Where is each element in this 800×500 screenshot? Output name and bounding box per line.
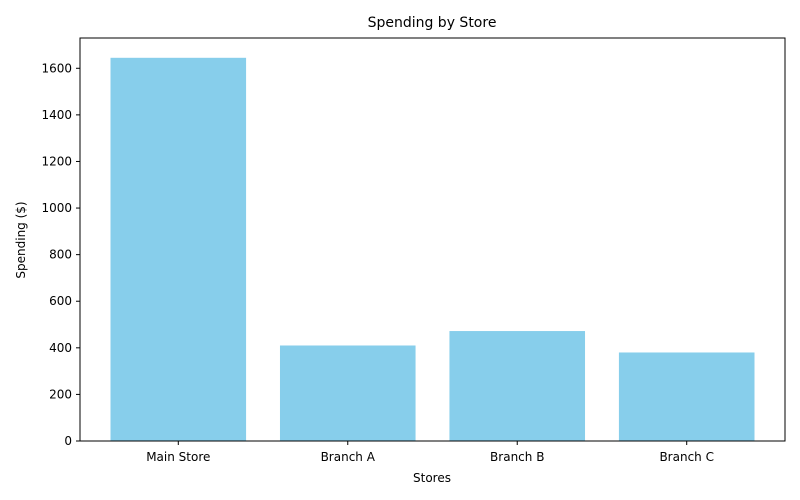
y-tick-label: 200 — [49, 387, 72, 401]
chart-title: Spending by Store — [368, 15, 497, 31]
x-tick-label: Main Store — [146, 450, 210, 464]
bar-branch-c — [618, 352, 755, 441]
y-tick-label: 1200 — [41, 154, 72, 168]
y-tick-label: 600 — [49, 294, 72, 308]
bars — [110, 57, 755, 442]
x-axis-ticks: Main Store Branch A Branch B Branch C — [146, 441, 714, 464]
y-axis-label: Spending ($) — [14, 201, 28, 278]
y-tick-label: 1600 — [41, 61, 72, 75]
y-tick-label: 1400 — [41, 108, 72, 122]
x-tick-label: Branch B — [490, 450, 544, 464]
y-tick-label: 800 — [49, 248, 72, 262]
y-axis-ticks: 0 200 400 600 800 1000 1200 1400 1600 — [41, 61, 80, 448]
y-tick-label: 400 — [49, 341, 72, 355]
y-tick-label: 0 — [64, 434, 72, 448]
bar-main-store — [110, 57, 247, 442]
x-tick-label: Branch C — [659, 450, 714, 464]
x-axis-label: Stores — [413, 471, 451, 485]
x-tick-label: Branch A — [321, 450, 376, 464]
y-tick-label: 1000 — [41, 201, 72, 215]
bar-branch-a — [279, 345, 416, 441]
bar-branch-b — [449, 331, 586, 441]
plot-frame — [79, 37, 786, 442]
